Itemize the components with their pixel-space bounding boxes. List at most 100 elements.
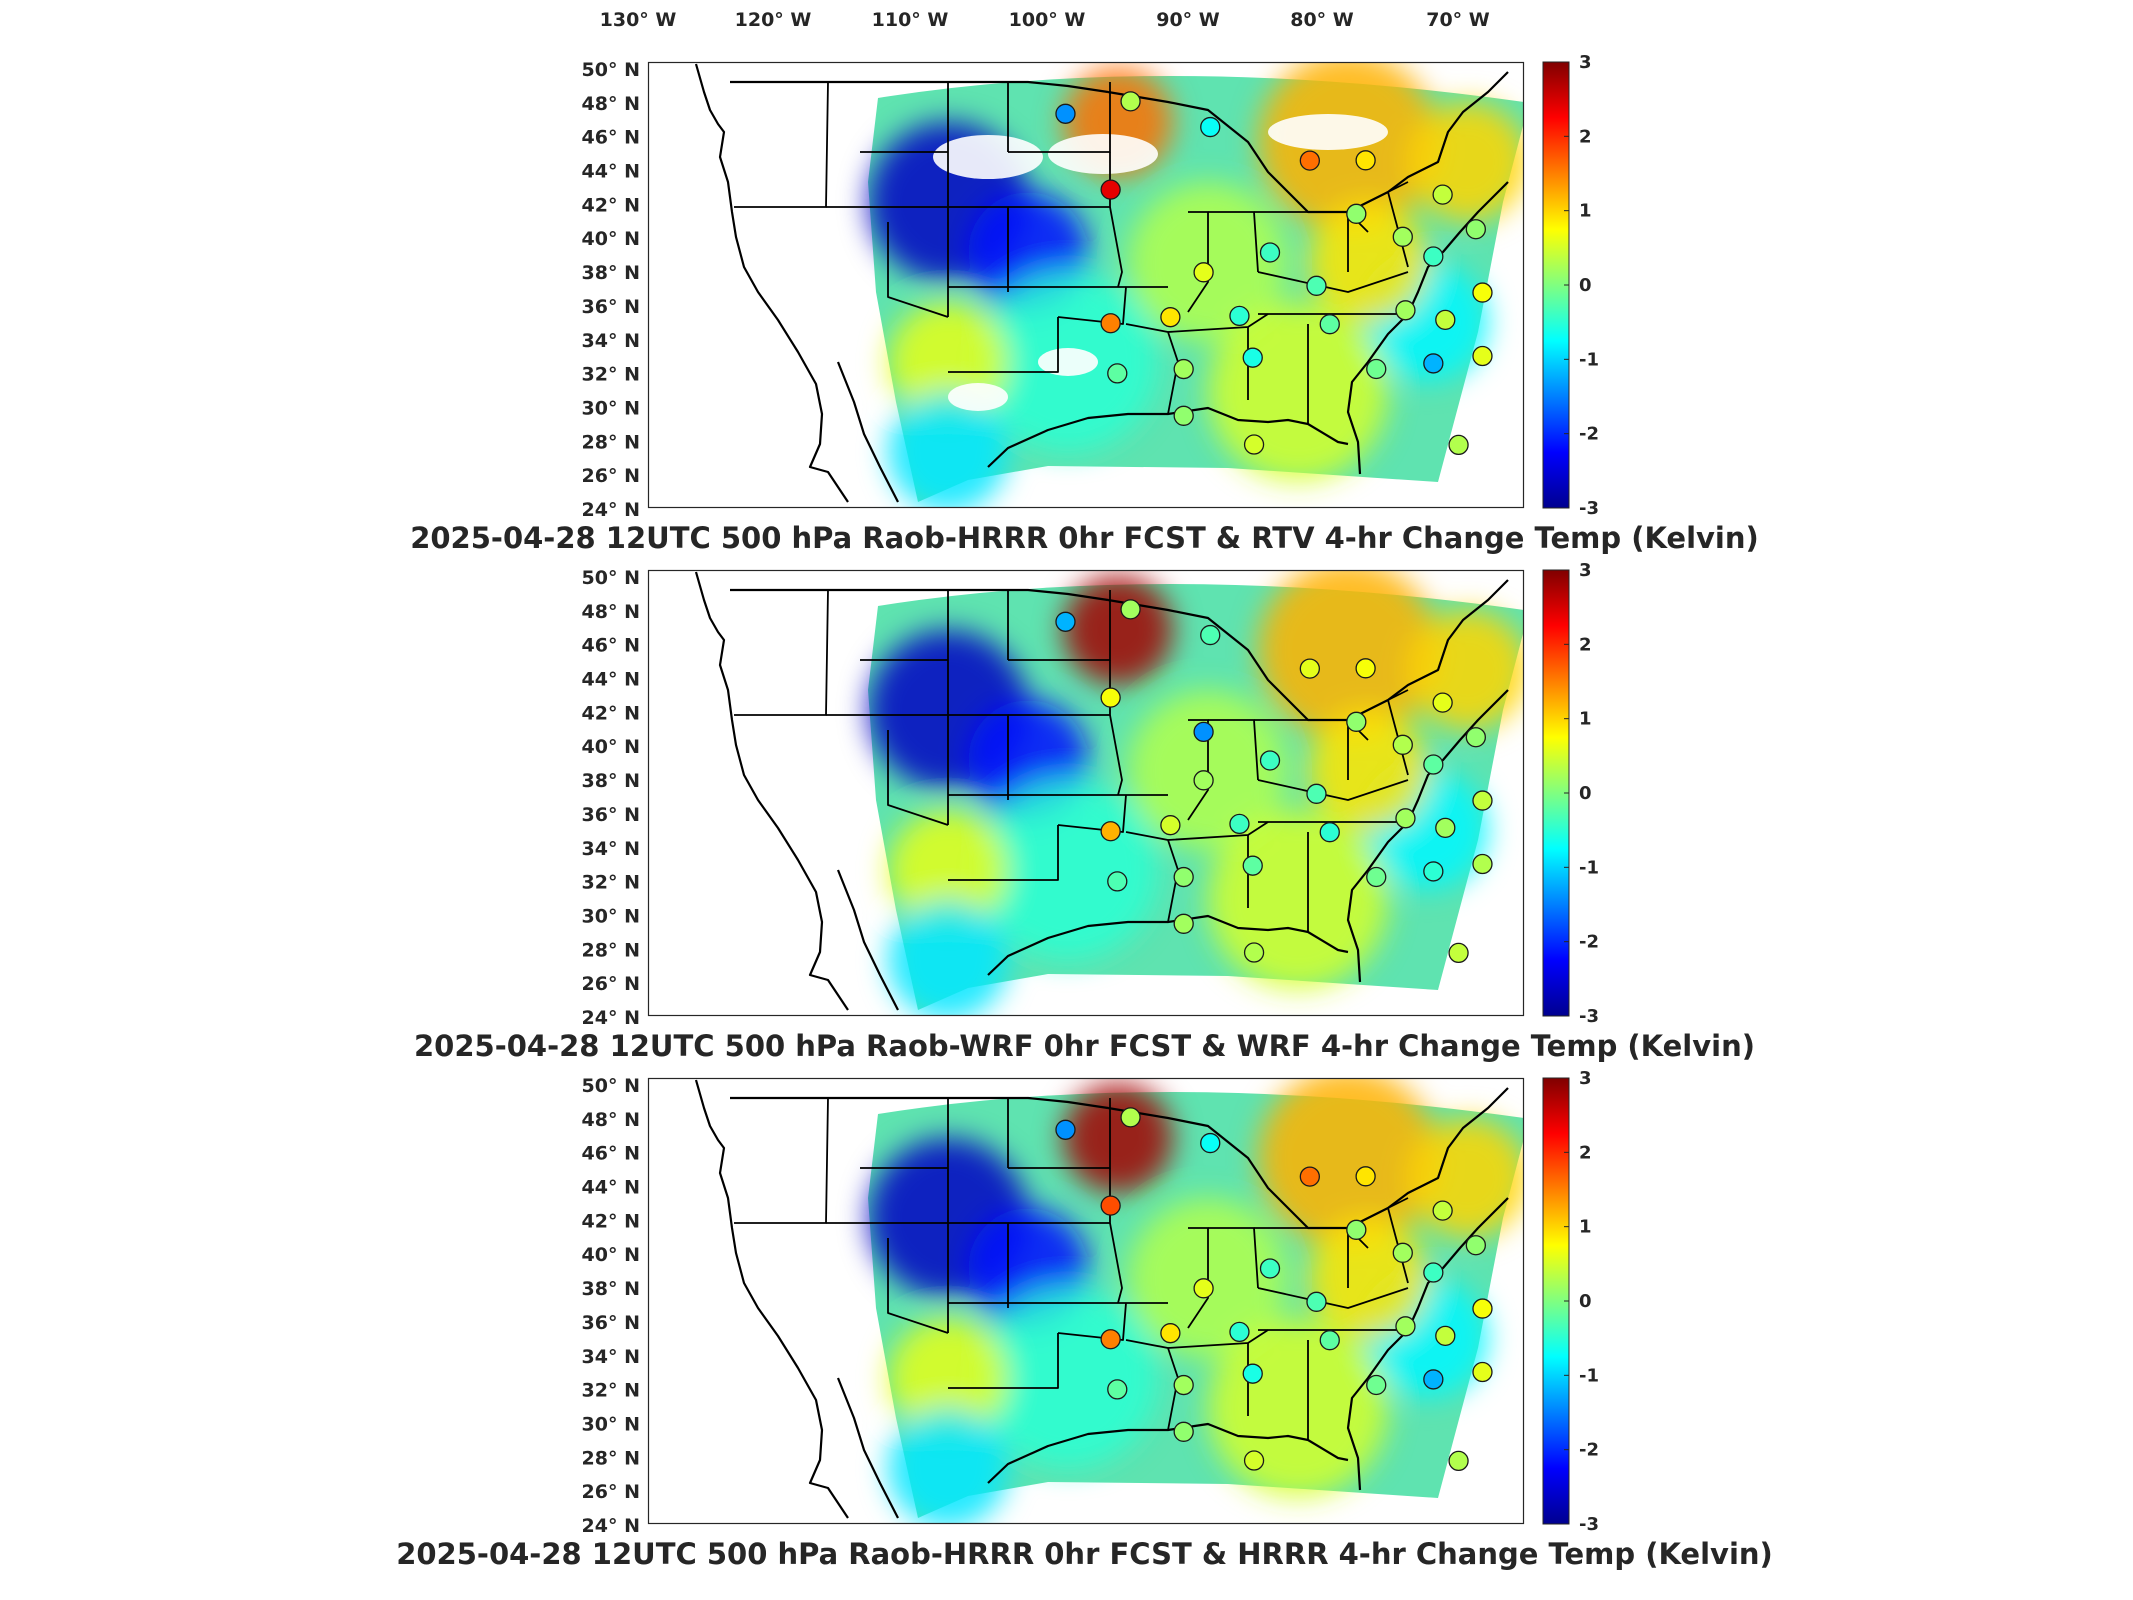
colorbar-tick-label: -2	[1579, 424, 1599, 445]
longitude-label: 130° W	[600, 9, 677, 31]
longitude-label: 120° W	[735, 9, 812, 31]
colorbar-tick-label: 1	[1579, 709, 1592, 730]
state-border	[1057, 794, 1127, 833]
latitude-axis-labels: 50° N 48° N 46° N 44° N 42° N 40° N 38° N 36° N…	[582, 1075, 640, 1537]
raob-station-marker	[1173, 866, 1194, 888]
longitude-label: 110° W	[872, 9, 949, 31]
colorbar-tick-label: -3	[1579, 1514, 1599, 1535]
raob-station-marker	[1299, 150, 1320, 171]
panel-title: 2025-04-28 12UTC 500 hPa Raob-HRRR 0hr F…	[396, 1537, 1773, 1571]
raob-station-marker	[1346, 203, 1367, 224]
raob-station-marker	[1448, 434, 1469, 456]
latitude-label: 40° N	[582, 1244, 640, 1266]
state-border	[1057, 286, 1127, 325]
colorbar-tick-label: 0	[1579, 1291, 1592, 1312]
raob-station-marker	[1100, 1195, 1121, 1216]
raob-station-marker	[1229, 1321, 1250, 1343]
raob-station-marker	[1243, 1450, 1265, 1471]
missing-data-area	[1038, 348, 1098, 376]
raob-station-marker	[1107, 363, 1128, 384]
state-border	[1057, 1302, 1127, 1341]
map-outlines	[694, 1079, 1509, 1519]
raob-station-marker	[1435, 309, 1456, 330]
raob-station-marker	[1423, 754, 1444, 775]
raob-station-marker	[1472, 1298, 1493, 1319]
raob-station-marker	[1100, 313, 1121, 334]
axes-frame	[647, 569, 1525, 1017]
raob-station-marker	[1243, 434, 1265, 455]
raob-station-marker	[1200, 116, 1221, 138]
temperature-field	[868, 1078, 1524, 1524]
state-border	[1187, 211, 1209, 313]
raob-station-marker	[1100, 1329, 1121, 1350]
colorbar-tick-label: -3	[1579, 1006, 1599, 1027]
raob-station-marker	[1055, 611, 1076, 632]
longitude-axis-labels: 130° W 120° W 110° W 100° W 90° W 80° W 70° W	[600, 9, 1490, 31]
raob-station-marker	[1432, 692, 1453, 713]
colorbar-tick-label: 3	[1579, 1068, 1592, 1089]
raob-station-marker	[1120, 599, 1141, 620]
state-border	[1125, 1339, 1179, 1431]
raob-station-marker	[1355, 150, 1376, 171]
state-border	[887, 1238, 949, 1334]
latitude-label: 24° N	[582, 499, 640, 521]
raob-station-marker	[1200, 1132, 1221, 1154]
raob-station-marker	[1472, 790, 1493, 811]
field-blob	[1208, 1318, 1388, 1498]
raob-station-marker	[1160, 815, 1181, 836]
coastline	[836, 1377, 899, 1519]
latitude-label: 44° N	[582, 161, 640, 183]
colorbar-tick-label: -1	[1579, 857, 1599, 878]
state-border	[1125, 831, 1179, 923]
coastline	[730, 1096, 1109, 1110]
raob-station-marker	[1055, 103, 1076, 124]
latitude-label: 46° N	[582, 635, 640, 657]
field-blob	[888, 1318, 1008, 1438]
latitude-label: 38° N	[582, 1278, 640, 1300]
raob-station-marker	[1160, 307, 1181, 328]
state-border	[1109, 714, 1123, 796]
missing-data-area	[948, 383, 1008, 411]
raob-station-marker	[1259, 242, 1281, 263]
state-border	[1109, 206, 1123, 288]
field-blob	[1258, 1078, 1438, 1248]
missing-data-area	[1268, 114, 1388, 150]
latitude-label: 24° N	[582, 1515, 640, 1537]
raob-station-marker	[1319, 1330, 1340, 1351]
raob-station-marker	[1346, 1219, 1367, 1240]
raob-station-marker	[1242, 1363, 1263, 1384]
colorbar-tick-label: 3	[1579, 560, 1592, 581]
raob-station-marker	[1423, 1262, 1444, 1283]
raob-station-marker	[1448, 1450, 1469, 1472]
field-blob	[1408, 610, 1524, 730]
latitude-label: 26° N	[582, 973, 640, 995]
raob-station-marker	[1173, 358, 1194, 380]
raob-station-marker	[1259, 750, 1281, 771]
raob-station-marker	[1472, 853, 1493, 875]
raob-station-marker	[1173, 405, 1194, 426]
coastline	[836, 869, 899, 1011]
raob-station-marker	[1173, 1421, 1194, 1442]
state-border	[948, 317, 1059, 373]
latitude-label: 42° N	[582, 194, 640, 216]
latitude-label: 26° N	[582, 1481, 640, 1503]
colorbar-tick-label: 1	[1579, 1217, 1592, 1238]
latitude-label: 30° N	[582, 905, 640, 927]
latitude-label: 42° N	[582, 702, 640, 724]
latitude-label: 40° N	[582, 736, 640, 758]
coastline	[730, 588, 1109, 602]
raob-station-marker	[1193, 262, 1214, 283]
missing-data-area	[1048, 134, 1158, 174]
colorbar-tick-label: 2	[1579, 1142, 1592, 1163]
field-blob	[1408, 102, 1524, 222]
raob-station-marker	[1435, 1325, 1456, 1346]
colorbar-tick-label: -1	[1579, 1365, 1599, 1386]
raob-station-marker	[1299, 1166, 1320, 1187]
longitude-label: 70° W	[1426, 9, 1490, 31]
colorbar: 3 2 1 0 -1 -2 -3	[1542, 52, 1599, 519]
state-border	[948, 1333, 1059, 1389]
state-border	[1257, 1287, 1409, 1309]
raob-station-marker	[1100, 179, 1121, 200]
temperature-field	[868, 570, 1524, 1016]
latitude-label: 42° N	[582, 1210, 640, 1232]
